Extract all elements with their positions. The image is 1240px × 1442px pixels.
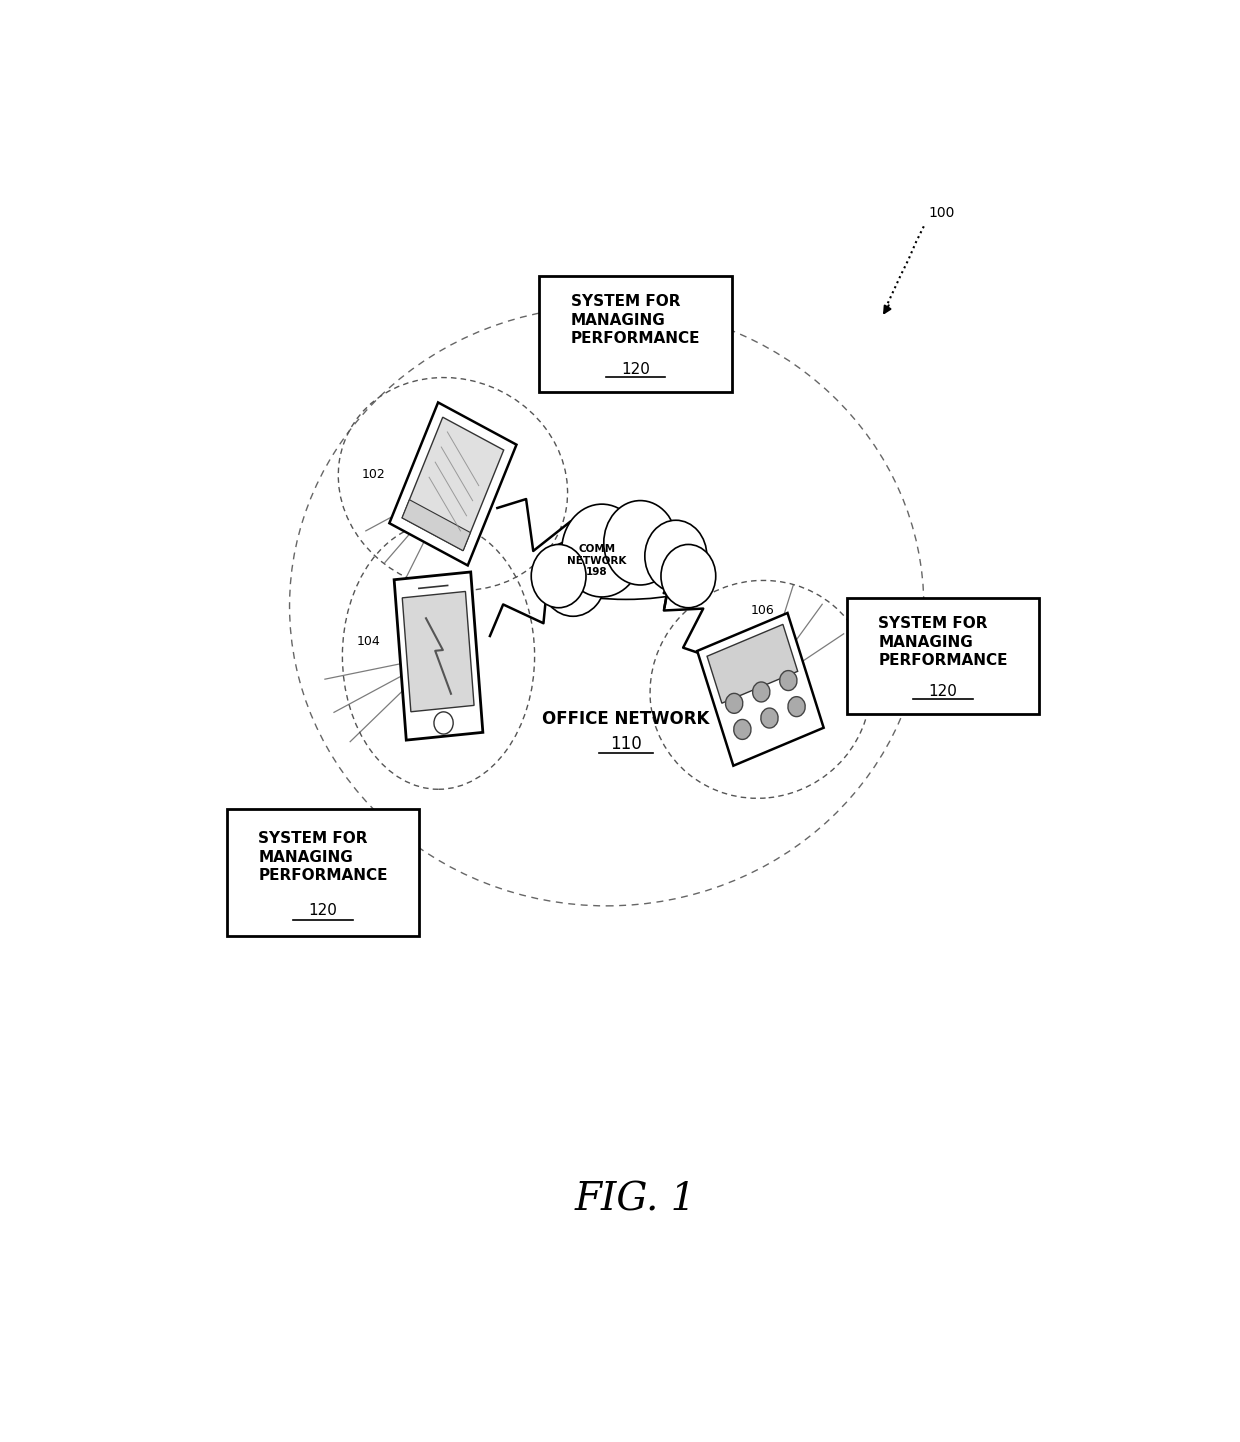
Bar: [847, 598, 1039, 714]
Circle shape: [725, 694, 743, 714]
Circle shape: [541, 541, 606, 616]
Circle shape: [645, 521, 707, 593]
Text: 120: 120: [621, 362, 650, 376]
Circle shape: [434, 712, 453, 734]
Circle shape: [661, 545, 715, 607]
Text: 106: 106: [751, 604, 775, 617]
Circle shape: [734, 720, 751, 740]
Text: 120: 120: [309, 903, 337, 919]
Bar: [394, 572, 482, 740]
Circle shape: [604, 500, 677, 585]
Circle shape: [531, 545, 587, 607]
Bar: [697, 613, 823, 766]
Text: OFFICE NETWORK: OFFICE NETWORK: [542, 711, 709, 728]
Text: 110: 110: [610, 735, 642, 753]
Bar: [227, 809, 419, 936]
Text: 104: 104: [357, 634, 381, 647]
Text: 100: 100: [929, 206, 955, 221]
Text: SYSTEM FOR
MANAGING
PERFORMANCE: SYSTEM FOR MANAGING PERFORMANCE: [258, 831, 388, 884]
Circle shape: [787, 696, 805, 717]
Circle shape: [753, 682, 770, 702]
Text: FIG. 1: FIG. 1: [575, 1181, 696, 1218]
Text: SYSTEM FOR
MANAGING
PERFORMANCE: SYSTEM FOR MANAGING PERFORMANCE: [878, 616, 1008, 668]
Bar: [539, 275, 732, 392]
Circle shape: [761, 708, 779, 728]
Text: 120: 120: [929, 684, 957, 698]
Text: 102: 102: [362, 469, 386, 482]
Text: COMM
NETWORK
198: COMM NETWORK 198: [568, 544, 626, 577]
Bar: [402, 500, 470, 551]
Circle shape: [562, 505, 642, 597]
Bar: [707, 624, 797, 704]
Ellipse shape: [542, 552, 711, 600]
Bar: [402, 591, 474, 712]
Bar: [389, 402, 517, 565]
Text: SYSTEM FOR
MANAGING
PERFORMANCE: SYSTEM FOR MANAGING PERFORMANCE: [570, 294, 701, 346]
Circle shape: [780, 671, 797, 691]
Bar: [402, 417, 503, 551]
